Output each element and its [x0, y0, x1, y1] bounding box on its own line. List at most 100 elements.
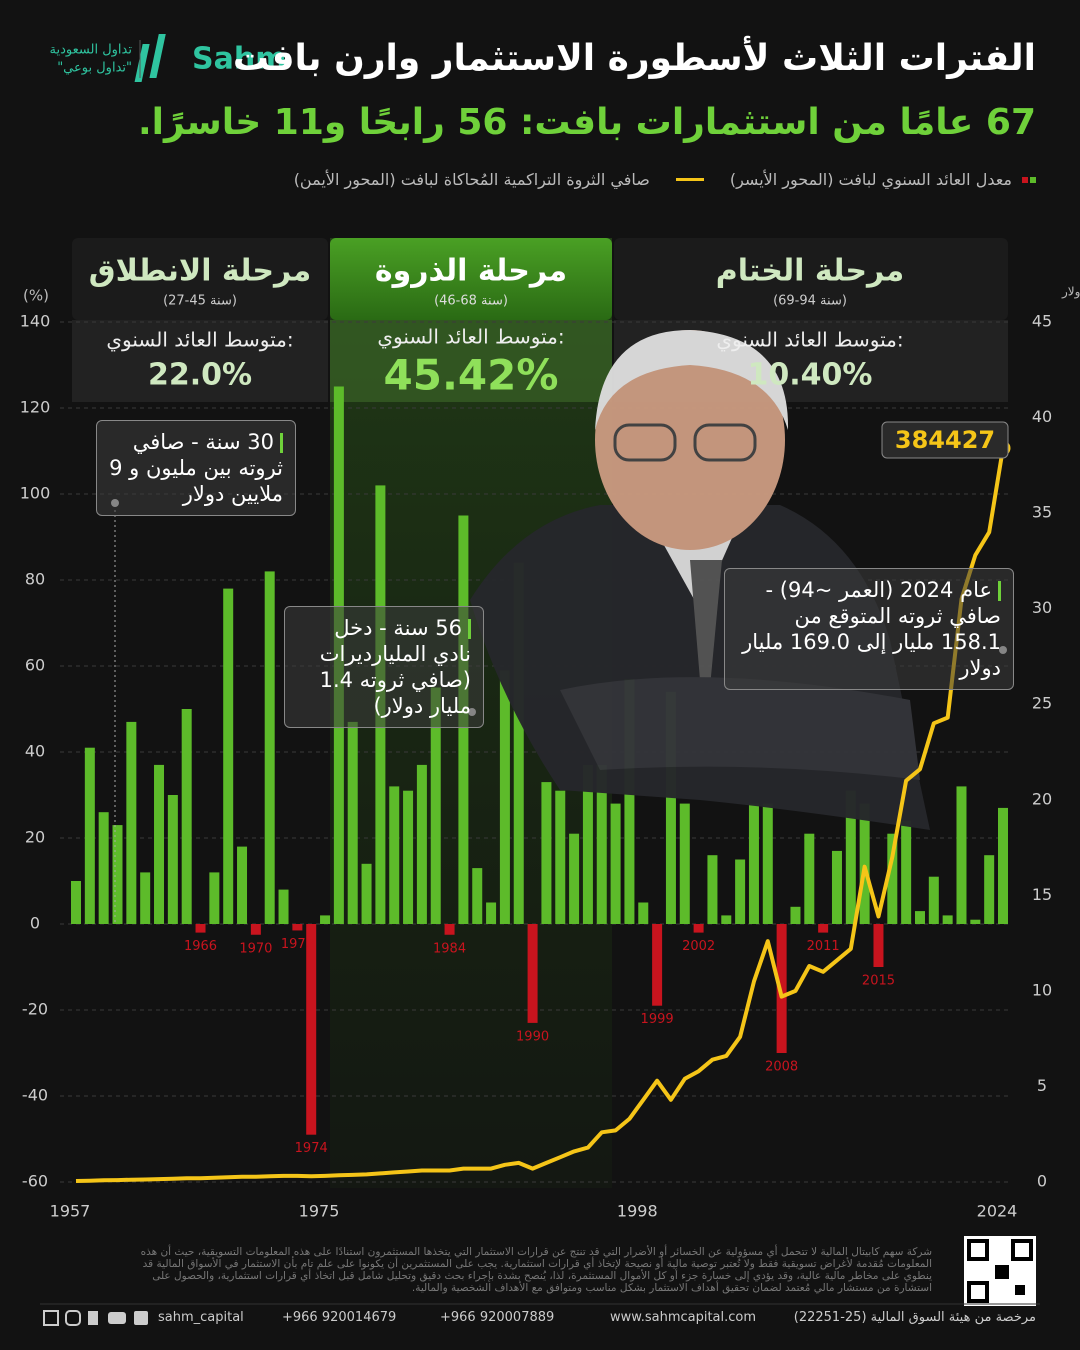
bar	[845, 790, 856, 924]
legend-label: صافي الثروة التراكمية المُحاكاة لبافت (ا…	[293, 170, 650, 189]
x-tick-label: 1998	[617, 1202, 658, 1221]
bar	[748, 803, 759, 924]
bar	[195, 924, 206, 933]
bar	[430, 687, 441, 924]
y2-tick-label: 20	[1032, 789, 1052, 808]
y2-tick-label: 25	[1032, 694, 1052, 713]
y-tick-label: -60	[22, 1172, 48, 1191]
y-tick-label: -20	[22, 1000, 48, 1019]
accent	[998, 581, 1001, 601]
disclaimer: شركة سهم كابيتال المالية لا تتحمل أي مسؤ…	[140, 1246, 932, 1294]
bar	[167, 795, 178, 924]
bar	[306, 924, 317, 1135]
x-tick-label: 1975	[299, 1202, 340, 1221]
tagline: "تداول بوعي"	[57, 61, 132, 76]
social-icon	[108, 1312, 126, 1324]
y2-tick-label: 35	[1032, 503, 1052, 522]
y-tick-label: 140	[20, 312, 51, 331]
logo-mark	[149, 34, 166, 78]
glasses	[693, 423, 757, 462]
x-tick-label: 1957	[50, 1202, 91, 1221]
end-label: 384427	[895, 426, 995, 454]
legend-swatch	[675, 178, 704, 181]
title: الفترات الثلاث لأسطورة الاستثمار وارن با…	[232, 38, 1036, 79]
year-label: 2008	[765, 1060, 798, 1075]
subtitle: 67 عامًا من استثمارات بافت: 56 رابحًا و1…	[137, 102, 1036, 143]
bar	[970, 919, 981, 924]
end-label-box	[881, 421, 1009, 459]
bar	[250, 924, 261, 935]
phase-panel	[72, 320, 328, 402]
annotation: 30 سنة - صافي ثروته بين مليون و 9 ملايين…	[96, 420, 296, 516]
y2-tick-label: 40	[1032, 407, 1052, 426]
bar	[181, 709, 192, 924]
y2-tick-label: 0	[1037, 1172, 1047, 1191]
phase-avg-value: 22.0%	[148, 358, 252, 393]
glasses	[613, 423, 677, 462]
phase-avg-value: 45.42%	[384, 351, 559, 400]
qr-module	[995, 1265, 1009, 1279]
bar	[264, 571, 275, 924]
social-icon	[88, 1311, 98, 1325]
bar	[652, 924, 663, 1006]
year-label: 2015	[862, 974, 895, 989]
bar	[956, 786, 967, 924]
phase-header	[614, 238, 1008, 320]
bar	[403, 790, 414, 924]
bar	[998, 807, 1008, 924]
y2-tick-label: 5	[1037, 1076, 1047, 1095]
bar	[71, 881, 81, 924]
y-tick-label: 80	[25, 570, 45, 589]
qr-module	[1015, 1285, 1025, 1295]
y2-tick-label: 15	[1032, 885, 1052, 904]
y2-tick-label: 45	[1032, 312, 1052, 331]
accent	[468, 619, 471, 639]
annotation-text: 56 سنة - دخل نادي المليارديرات (صافي ثرو…	[319, 616, 471, 718]
handle: sahm_capital	[158, 1310, 244, 1325]
social-icon	[134, 1311, 148, 1325]
annotation: 56 سنة - دخل نادي المليارديرات (صافي ثرو…	[284, 606, 484, 728]
year-label: 1990	[516, 1029, 549, 1044]
y2-axis-label: الوحدة: مائة ألف دولار	[1061, 284, 1080, 300]
bar	[292, 924, 303, 931]
bar	[416, 764, 427, 924]
year-label: 2011	[807, 939, 840, 954]
phase-range: (27-45 سنة)	[163, 294, 237, 309]
phase-avg-label: متوسط العائد السنوي:	[106, 328, 293, 353]
qr-finder	[1011, 1239, 1033, 1261]
y-tick-label: -40	[22, 1086, 48, 1105]
license: مرخصة من هيئة السوق المالية (25-22251)	[793, 1310, 1036, 1325]
face	[595, 330, 785, 550]
bar	[818, 924, 829, 933]
phase-range: (69-94 سنة)	[773, 294, 847, 309]
tagline: تداول السعودية	[50, 43, 133, 58]
bar	[389, 786, 400, 924]
x-tick-label: 2024	[977, 1202, 1018, 1221]
year-label: 1973	[281, 937, 314, 952]
year-label: 2002	[682, 939, 715, 954]
bar	[472, 868, 483, 924]
bar	[707, 855, 718, 924]
logo-mark	[134, 44, 150, 82]
bar	[361, 863, 372, 924]
y2-tick-label: 30	[1032, 598, 1052, 617]
accent	[280, 433, 283, 453]
bar	[347, 721, 358, 924]
qr-finder	[967, 1281, 989, 1303]
legend: معدل العائد السنوي لبافت (المحور الأيسر)…	[294, 170, 1036, 189]
phase-avg-label: متوسط العائد السنوي:	[377, 325, 564, 350]
bar	[98, 812, 109, 924]
bar	[527, 924, 538, 1023]
bar	[610, 803, 621, 924]
line	[75, 447, 1005, 1183]
y-tick-label: 100	[20, 484, 51, 503]
phone: +966 920007889	[440, 1310, 555, 1325]
y-tick-label: 40	[25, 742, 45, 761]
bar	[513, 562, 524, 924]
annotation: عام 2024 (العمر ~94) - صافي ثروته المتوق…	[724, 568, 1014, 690]
bar	[209, 872, 220, 924]
bar	[499, 670, 510, 924]
bar	[140, 872, 151, 924]
bar	[735, 859, 746, 924]
